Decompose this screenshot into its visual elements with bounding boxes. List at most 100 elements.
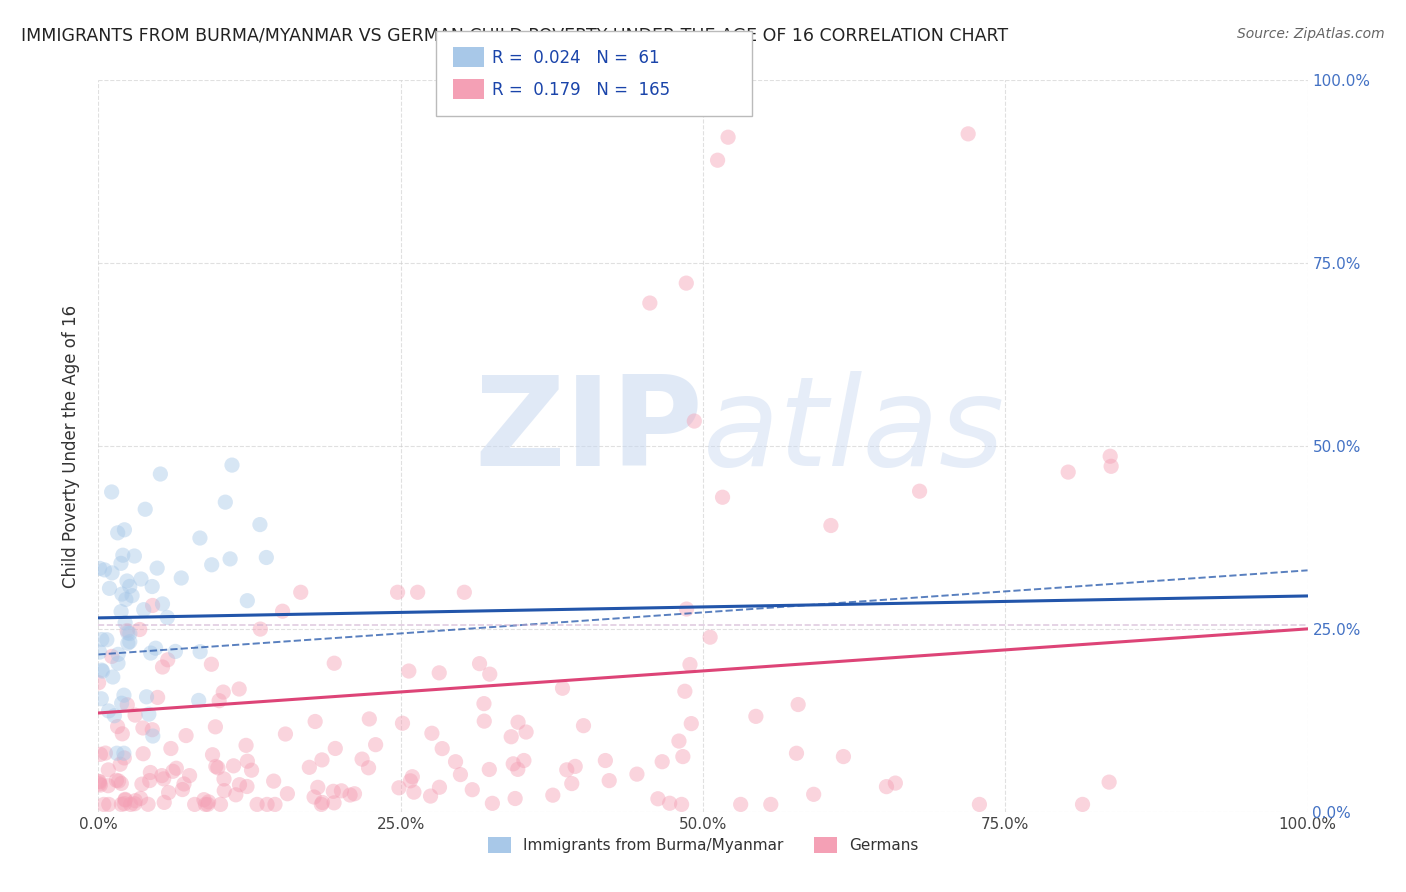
Point [115, 574, 138, 588]
Point [194, 797, 217, 812]
Point [626, 767, 648, 781]
Point [803, 787, 825, 801]
Point [957, 127, 980, 141]
Point [101, 566, 124, 580]
Point [145, 641, 167, 656]
Point [638, 296, 661, 310]
Point [214, 495, 236, 509]
Point [117, 636, 139, 650]
Point [673, 684, 696, 698]
Point [110, 557, 132, 571]
Point [406, 585, 429, 599]
Point [444, 755, 467, 769]
Point [759, 797, 782, 812]
Point [188, 645, 211, 659]
Point [187, 693, 209, 707]
Point [97, 779, 120, 793]
Point [212, 685, 235, 699]
Point [785, 746, 807, 760]
Point [160, 741, 183, 756]
Point [131, 777, 153, 791]
Point [97, 797, 120, 812]
Point [461, 782, 484, 797]
Point [240, 763, 263, 777]
Point [343, 787, 366, 801]
Point [651, 755, 673, 769]
Point [481, 797, 503, 811]
Point [1057, 465, 1080, 479]
Point [290, 585, 312, 599]
Point [228, 681, 250, 696]
Text: ZIP: ZIP [474, 371, 703, 491]
Point [120, 797, 142, 812]
Point [162, 764, 184, 779]
Point [711, 490, 734, 504]
Point [271, 604, 294, 618]
Point [105, 746, 128, 760]
Point [745, 709, 768, 723]
Point [787, 698, 810, 712]
Point [419, 789, 441, 803]
Point [89, 645, 111, 659]
Point [249, 517, 271, 532]
Point [136, 797, 159, 812]
Point [398, 664, 420, 678]
Point [110, 776, 132, 790]
Point [93, 797, 115, 812]
Point [699, 630, 721, 644]
Point [93, 563, 115, 577]
Point [263, 774, 285, 789]
Point [357, 761, 380, 775]
Point [875, 780, 897, 794]
Point [90, 691, 112, 706]
Point [138, 707, 160, 722]
Point [598, 773, 620, 788]
Point [165, 761, 187, 775]
Point [668, 734, 690, 748]
Point [330, 784, 353, 798]
Point [111, 587, 134, 601]
Point [138, 773, 160, 788]
Point [236, 754, 259, 768]
Point [246, 797, 269, 812]
Point [94, 746, 117, 760]
Text: IMMIGRANTS FROM BURMA/MYANMAR VS GERMAN CHILD POVERTY UNDER THE AGE OF 16 CORREL: IMMIGRANTS FROM BURMA/MYANMAR VS GERMAN … [21, 27, 1008, 45]
Point [207, 761, 229, 775]
Point [201, 747, 224, 762]
Point [89, 778, 111, 792]
Point [111, 727, 134, 741]
Point [111, 696, 134, 710]
Point [101, 649, 124, 664]
Point [97, 704, 120, 718]
Point [513, 754, 536, 768]
Point [142, 599, 165, 613]
Point [323, 796, 346, 810]
Point [124, 708, 146, 723]
Text: R =  0.179   N =  165: R = 0.179 N = 165 [492, 81, 671, 99]
Point [472, 697, 495, 711]
Point [555, 763, 578, 777]
Point [225, 788, 247, 802]
Point [107, 648, 129, 662]
Point [141, 723, 163, 737]
Point [107, 657, 129, 671]
Point [90, 632, 112, 647]
Point [139, 765, 162, 780]
Point [675, 602, 697, 616]
Point [307, 780, 329, 795]
Point [156, 610, 179, 624]
Point [304, 714, 326, 729]
Point [820, 518, 842, 533]
Point [352, 752, 374, 766]
Point [118, 626, 141, 640]
Point [117, 698, 139, 712]
Point [311, 753, 333, 767]
Point [110, 757, 132, 772]
Point [115, 624, 138, 638]
Point [212, 783, 235, 797]
Point [115, 592, 138, 607]
Point [107, 720, 129, 734]
Point [717, 130, 740, 145]
Point [323, 657, 346, 671]
Point [249, 622, 271, 636]
